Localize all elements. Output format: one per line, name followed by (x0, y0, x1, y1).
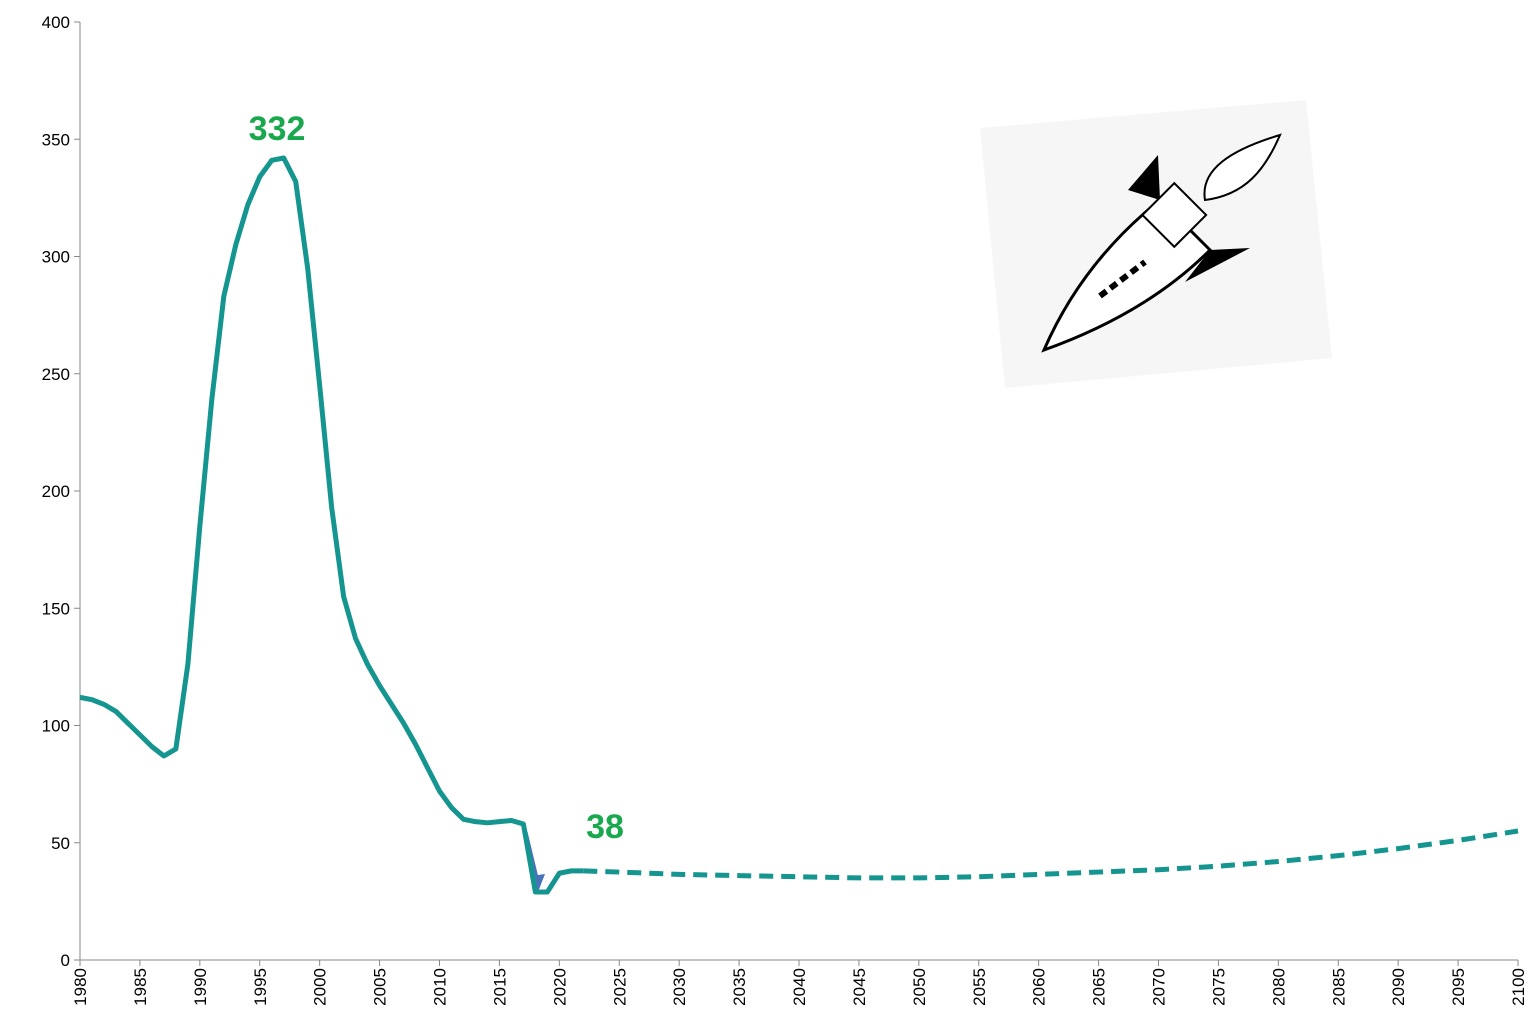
rocket-fin (1128, 155, 1160, 200)
x-tick-label: 2025 (610, 968, 629, 1006)
y-tick-label: 200 (42, 482, 70, 501)
line-series (79, 155, 584, 895)
y-tick-label: 400 (42, 13, 70, 32)
rocket-fin (1185, 248, 1250, 282)
y-tick-label: 300 (42, 248, 70, 267)
x-tick-label: 2035 (730, 968, 749, 1006)
x-tick-label: 2020 (550, 968, 569, 1006)
x-tick-label: 2090 (1389, 968, 1408, 1006)
x-tick-label: 2000 (311, 968, 330, 1006)
x-tick-label: 2030 (670, 968, 689, 1006)
x-tick-label: 2095 (1449, 968, 1468, 1006)
annotation: 332 (249, 110, 306, 148)
x-tick-label: 1990 (191, 968, 210, 1006)
x-tick-label: 1995 (251, 968, 270, 1006)
x-tick-label: 2100 (1509, 968, 1528, 1006)
rocket-illustration (980, 100, 1332, 388)
annotation: 38 (586, 808, 624, 846)
x-tick-label: 2055 (970, 968, 989, 1006)
x-tick-label: 2085 (1329, 968, 1348, 1006)
y-tick-label: 350 (42, 130, 70, 149)
x-tick-label: 2065 (1090, 968, 1109, 1006)
x-tick-label: 2045 (850, 968, 869, 1006)
y-tick-label: 50 (51, 834, 70, 853)
y-tick-label: 250 (42, 365, 70, 384)
line-series (583, 828, 1519, 881)
x-tick-label: 2040 (790, 968, 809, 1006)
y-tick-label: 150 (42, 599, 70, 618)
rocket-nozzle (1141, 181, 1208, 249)
x-tick-label: 2010 (431, 968, 450, 1006)
y-tick-label: 100 (42, 717, 70, 736)
x-tick-label: 2075 (1209, 968, 1228, 1006)
y-tick-label: 0 (61, 951, 70, 970)
x-tick-label: 2005 (371, 968, 390, 1006)
x-tick-label: 2015 (490, 968, 509, 1006)
rocket-flame (1203, 133, 1282, 202)
rocket-windows (1098, 259, 1147, 299)
x-tick-label: 1980 (71, 968, 90, 1006)
x-tick-label: 2070 (1150, 968, 1169, 1006)
x-tick-label: 1985 (131, 968, 150, 1006)
x-tick-label: 2060 (1030, 968, 1049, 1006)
x-tick-label: 2050 (910, 968, 929, 1006)
x-tick-label: 2080 (1269, 968, 1288, 1006)
